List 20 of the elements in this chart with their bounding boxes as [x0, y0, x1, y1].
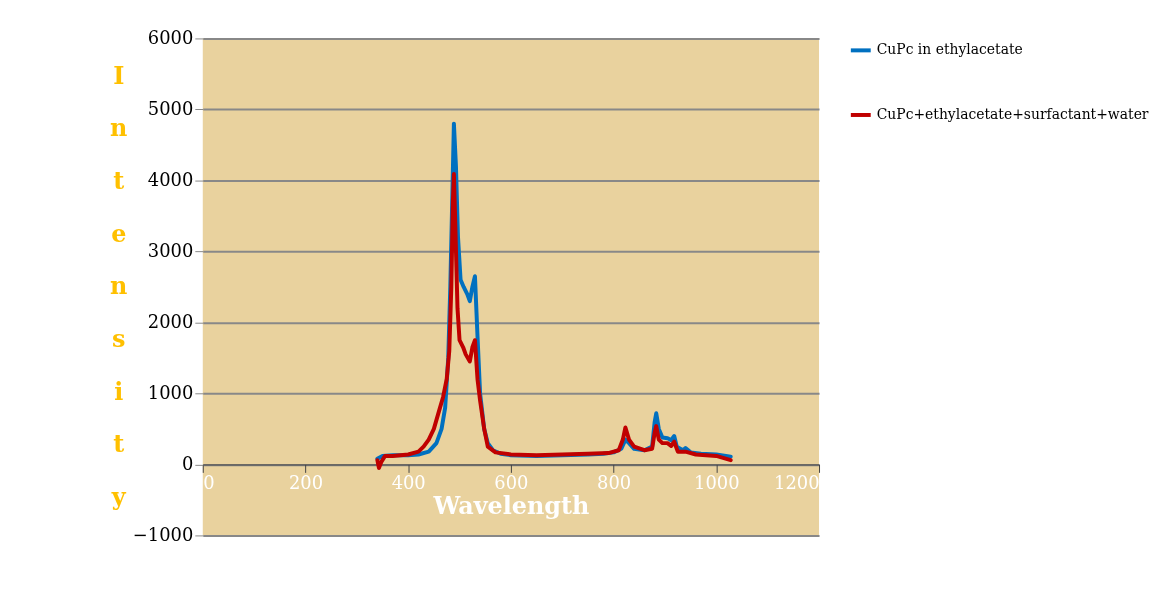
- y-tick-label: 2000: [147, 310, 194, 332]
- y-tick-label: 5000: [147, 97, 194, 119]
- y-tick-label: 3000: [147, 239, 194, 261]
- x-tick-label: 800: [597, 471, 632, 493]
- x-tick-label: 600: [494, 471, 529, 493]
- x-tick-label: 1000: [694, 471, 740, 493]
- x-tick-label: 1200: [774, 471, 820, 493]
- x-tick-label: 0: [203, 471, 215, 493]
- x-axis-title: Wavelength: [432, 491, 590, 520]
- y-tick-label: −1000: [132, 523, 194, 545]
- legend-label: CuPc in ethylacetate: [876, 41, 1023, 58]
- x-tick-label: 200: [288, 471, 324, 493]
- text: Intensity: [110, 61, 128, 512]
- y-tick-label: 1000: [147, 381, 194, 403]
- line-series: [375, 172, 733, 470]
- x-tick-label: 400: [391, 471, 426, 493]
- y-tick-label: 0: [181, 452, 194, 474]
- legend-label: CuPc+ethylacetate+surfactant+water: [876, 105, 1149, 122]
- y-tick-label: 6000: [147, 26, 194, 48]
- y-tick-label: 4000: [147, 168, 194, 190]
